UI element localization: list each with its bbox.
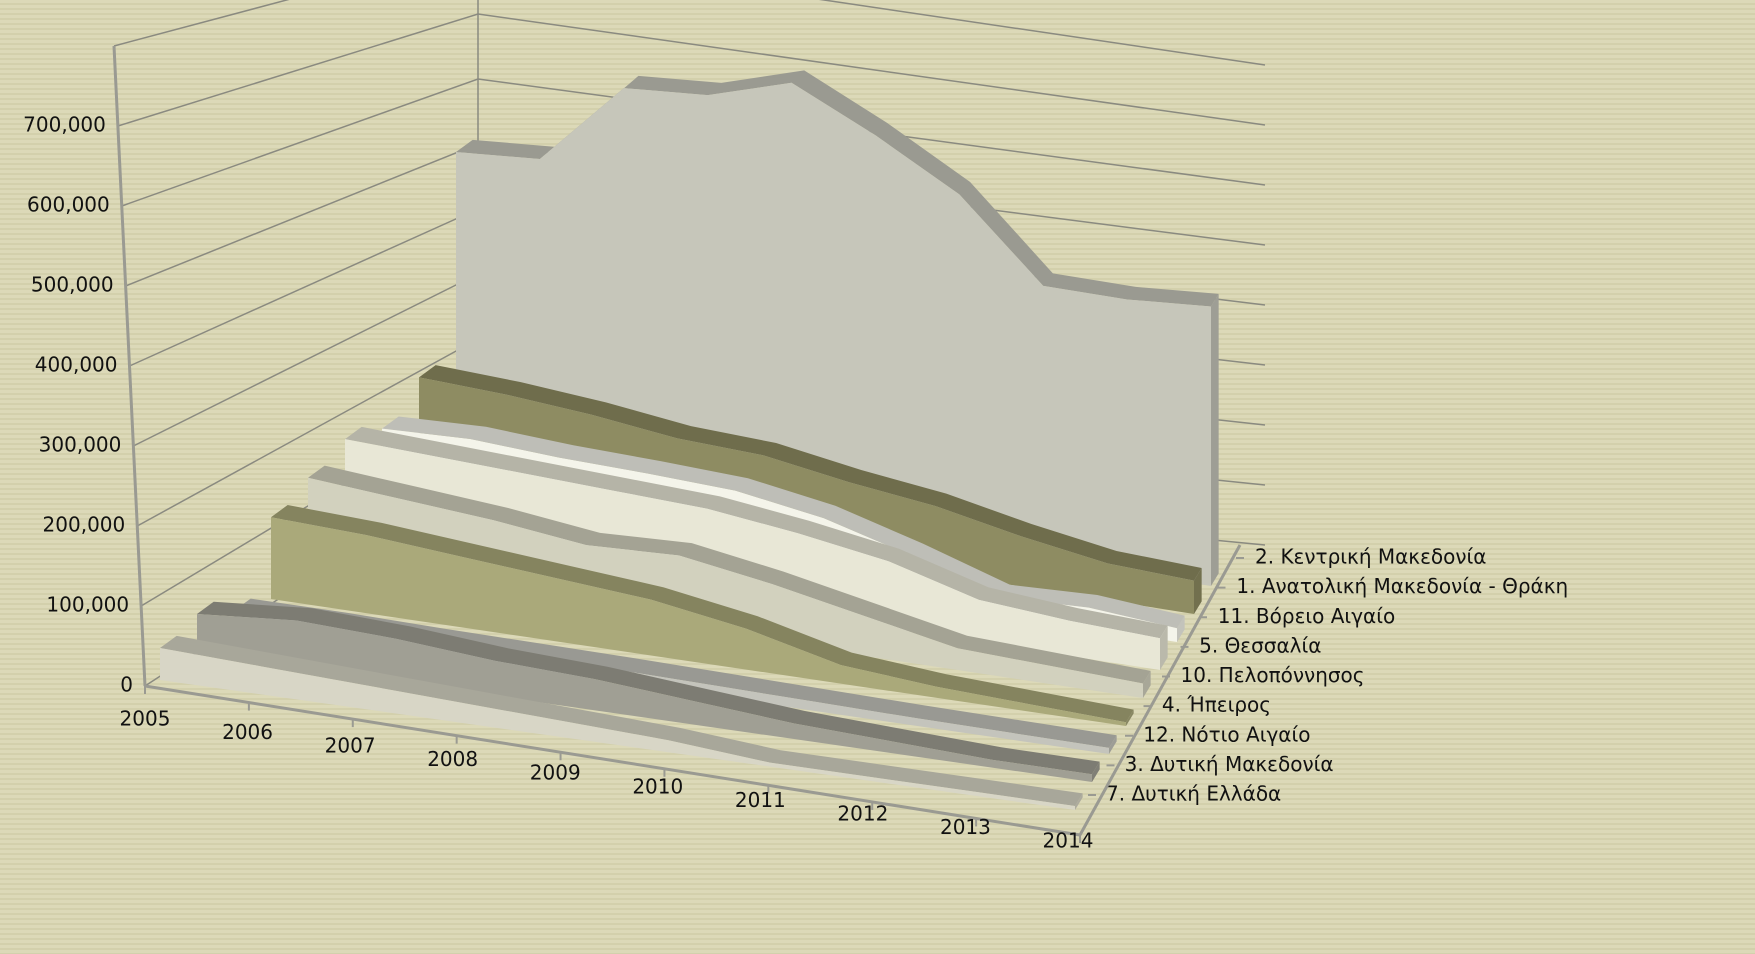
- area: [160, 648, 1075, 810]
- area: [197, 613, 1092, 782]
- series-label: 7. Δυτική Ελλάδα: [1106, 782, 1281, 806]
- depth-axis: [1078, 544, 1242, 836]
- ribbon-top: [456, 70, 1219, 307]
- ribbon-side: [1075, 793, 1083, 810]
- ribbon-side: [1092, 761, 1100, 782]
- series-label: 10. Πελοπόννησος: [1181, 663, 1365, 687]
- x-tick-label: 2014: [1043, 829, 1094, 853]
- ribbon-top: [382, 416, 1185, 629]
- x-tick-label: 2008: [427, 747, 478, 771]
- series-label: 4. Ήπειρος: [1162, 693, 1271, 717]
- ribbon-top: [197, 601, 1100, 775]
- y-tick-label: 700,000: [23, 113, 106, 137]
- x-tick-label: 2006: [222, 720, 273, 744]
- y-tick-label: 300,000: [39, 433, 122, 457]
- series-label: 5. Θεσσαλία: [1199, 633, 1321, 657]
- grid-line: [113, 0, 1266, 66]
- ribbon-side: [1160, 625, 1168, 670]
- series-label: 11. Βόρειο Αιγαίο: [1218, 604, 1395, 628]
- ribbon-side: [1211, 293, 1219, 586]
- ribbon-top: [308, 465, 1151, 684]
- y-tick-label: 400,000: [35, 353, 118, 377]
- ribbon-top: [234, 598, 1117, 748]
- ribbon-side: [1143, 670, 1151, 698]
- ribbon-side: [1177, 615, 1185, 642]
- y-axis: [112, 45, 147, 687]
- series-label: 12. Νότιο Αιγαίο: [1143, 722, 1310, 746]
- ribbon-top: [160, 635, 1083, 806]
- y-tick-label: 500,000: [31, 273, 114, 297]
- ribbon-top: [271, 505, 1134, 723]
- area: [419, 377, 1194, 614]
- y-tick-label: 0: [120, 673, 133, 697]
- x-tick-label: 2010: [632, 774, 683, 798]
- area: [345, 439, 1160, 670]
- ribbon-top: [419, 365, 1202, 581]
- ribbon-side: [1109, 735, 1117, 754]
- x-tick-label: 2012: [837, 801, 888, 825]
- x-tick-label: 2007: [325, 734, 376, 758]
- x-tick-label: 2005: [120, 707, 171, 731]
- area: [308, 477, 1143, 698]
- series-label: 1. Ανατολική Μακεδονία - Θράκη: [1236, 574, 1568, 598]
- x-tick-label: 2011: [735, 788, 786, 812]
- series-label: 3. Δυτική Μακεδονία: [1125, 752, 1334, 776]
- y-tick-label: 200,000: [43, 513, 126, 537]
- y-tick-label: 600,000: [27, 193, 110, 217]
- x-tick-label: 2013: [940, 815, 991, 839]
- area: [271, 517, 1126, 726]
- series-label: 2. Κεντρική Μακεδονία: [1255, 545, 1487, 569]
- x-axis: [144, 684, 1081, 837]
- y-tick-label: 100,000: [46, 593, 129, 617]
- ribbon-top: [345, 426, 1168, 639]
- ribbon-side: [1126, 709, 1134, 726]
- ribbon-side: [1194, 567, 1202, 614]
- x-tick-label: 2009: [530, 761, 581, 785]
